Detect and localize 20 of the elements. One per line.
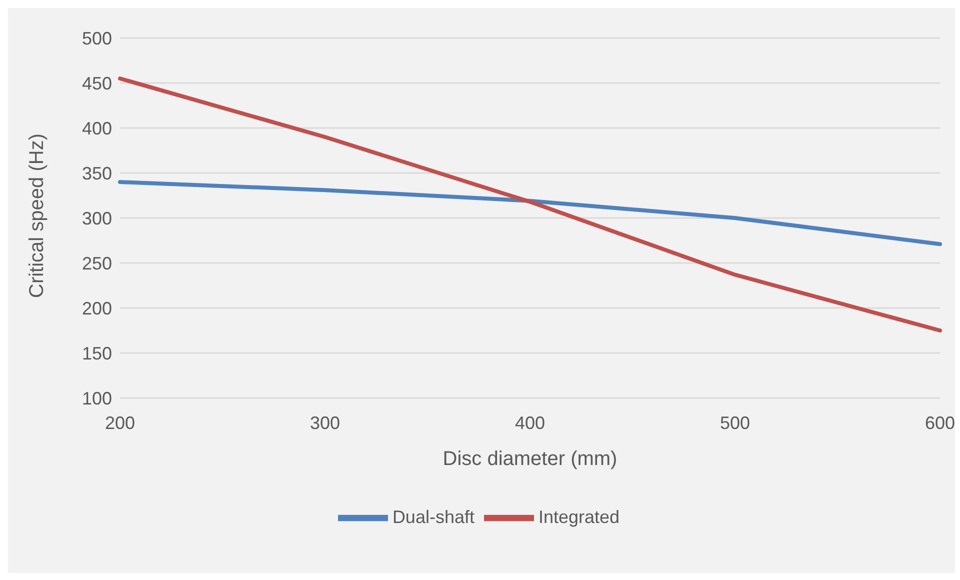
line-series (118, 180, 942, 246)
x-tick-label: 400 (514, 412, 546, 433)
legend-label: Integrated (538, 506, 620, 527)
x-tick-label: 600 (924, 412, 956, 433)
y-axis-title: Critical speed (Hz) (26, 134, 48, 298)
x-tick-label: 200 (104, 412, 136, 433)
y-tick-label: 300 (82, 208, 112, 228)
y-tick-label: 350 (82, 163, 112, 184)
x-tick-label: 500 (720, 412, 750, 433)
y-tick-label: 500 (82, 28, 112, 48)
y-tick-label: 400 (82, 118, 112, 138)
x-axis-title: Disc diameter (mm) (442, 448, 618, 470)
y-tick-label: 450 (82, 73, 112, 94)
legend-label: Dual-shaft (392, 506, 474, 527)
line-series (118, 76, 942, 332)
x-tick-label: 300 (310, 412, 340, 433)
y-tick-label: 100 (82, 388, 112, 408)
y-tick-label: 150 (82, 343, 112, 364)
y-tick-label: 200 (82, 298, 112, 318)
y-tick-label: 250 (82, 253, 112, 274)
